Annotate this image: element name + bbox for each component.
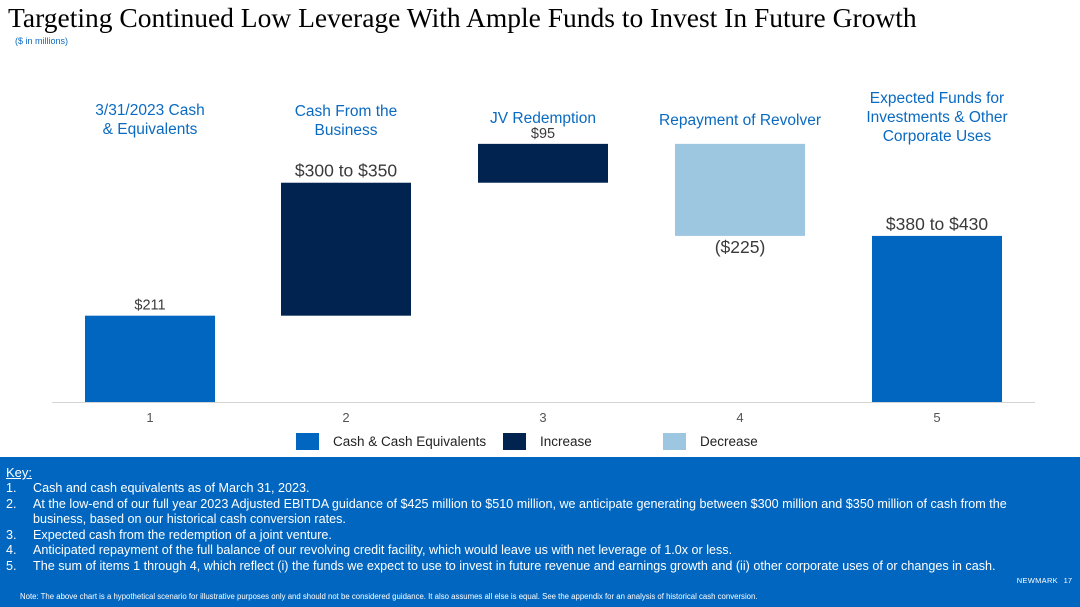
key-note: 5. The sum of items 1 through 4, which r… bbox=[6, 559, 1056, 575]
bar-value-label: ($225) bbox=[715, 237, 766, 257]
key-note-text: The sum of items 1 through 4, which refl… bbox=[33, 558, 996, 573]
bar-3 bbox=[478, 143, 608, 183]
legend-label-decrease: Decrease bbox=[700, 434, 758, 449]
x-tick-label: 5 bbox=[933, 410, 940, 425]
legend-item-increase: Increase bbox=[503, 433, 592, 450]
key-note-text: Cash and cash equivalents as of March 31… bbox=[33, 481, 310, 495]
units-subtitle: ($ in millions) bbox=[15, 36, 69, 46]
key-note-number: 3. bbox=[6, 527, 17, 542]
page-number: 17 bbox=[1063, 576, 1072, 585]
x-tick-label: 4 bbox=[736, 410, 743, 425]
x-tick-label: 2 bbox=[342, 410, 349, 425]
legend-swatch-cash bbox=[296, 433, 319, 450]
key-note: 2. At the low-end of our full year 2023 … bbox=[6, 497, 1056, 528]
disclaimer-note: Note: The above chart is a hypothetical … bbox=[20, 592, 758, 601]
key-footer-panel: Key: 1. Cash and cash equivalents as of … bbox=[0, 457, 1080, 607]
bar-1 bbox=[85, 315, 215, 402]
key-note-number: 4. bbox=[6, 543, 17, 558]
key-note-text: At the low-end of our full year 2023 Adj… bbox=[33, 496, 1007, 527]
category-header: Repayment of Revolver bbox=[659, 112, 821, 129]
key-note-number: 1. bbox=[6, 481, 17, 495]
key-note-text: Anticipated repayment of the full balanc… bbox=[33, 543, 733, 558]
legend-swatch-increase bbox=[503, 433, 526, 450]
x-tick-label: 1 bbox=[146, 410, 153, 425]
legend-item-cash: Cash & Cash Equivalents bbox=[296, 433, 486, 450]
key-note: 4. Anticipated repayment of the full bal… bbox=[6, 543, 1056, 559]
legend-label-increase: Increase bbox=[540, 434, 592, 449]
brand-name: NEWMARK bbox=[1016, 576, 1058, 585]
category-header: Cash From the Business bbox=[295, 103, 398, 139]
legend-label-cash: Cash & Cash Equivalents bbox=[333, 434, 487, 449]
key-title: Key: bbox=[6, 465, 33, 480]
category-header: JV Redemption bbox=[490, 110, 596, 127]
chart-legend: Cash & Cash Equivalents Increase Decreas… bbox=[0, 433, 1080, 453]
waterfall-chart: $211 1 3/31/2023 Cash & Equivalents $300 to … bbox=[52, 90, 1035, 425]
key-note-number: 2. bbox=[6, 496, 17, 511]
category-header: 3/31/2023 Cash & Equivalents bbox=[95, 102, 204, 138]
bar-value-label: $211 bbox=[134, 298, 165, 314]
bar-2 bbox=[281, 182, 411, 316]
x-tick-label: 3 bbox=[539, 410, 546, 425]
key-note: 3. Expected cash from the redemption of … bbox=[6, 528, 1056, 544]
legend-swatch-decrease bbox=[663, 433, 686, 450]
bar-value-label: $300 to $350 bbox=[295, 161, 397, 181]
key-note-number: 5. bbox=[6, 558, 17, 573]
key-note-text: Expected cash from the redemption of a j… bbox=[33, 527, 332, 542]
bar-4 bbox=[675, 143, 805, 236]
page-title: Targeting Continued Low Leverage With Am… bbox=[8, 2, 917, 33]
bar-5 bbox=[872, 235, 1002, 402]
category-header: Expected Funds for Investments & Other Cor… bbox=[866, 90, 1007, 145]
key-notes-list: 1. Cash and cash equivalents as of March… bbox=[6, 481, 1056, 575]
bar-value-label: $380 to $430 bbox=[886, 214, 988, 234]
legend-item-decrease: Decrease bbox=[663, 433, 758, 450]
bar-value-label: $95 bbox=[531, 126, 555, 142]
key-note: 1. Cash and cash equivalents as of March… bbox=[6, 481, 1056, 497]
